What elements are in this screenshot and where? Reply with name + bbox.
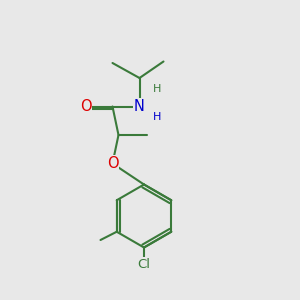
Text: N: N bbox=[134, 99, 145, 114]
Text: O: O bbox=[107, 156, 118, 171]
Text: Cl: Cl bbox=[137, 258, 151, 271]
Text: H: H bbox=[153, 112, 162, 122]
Text: H: H bbox=[153, 83, 162, 94]
Text: O: O bbox=[80, 99, 91, 114]
